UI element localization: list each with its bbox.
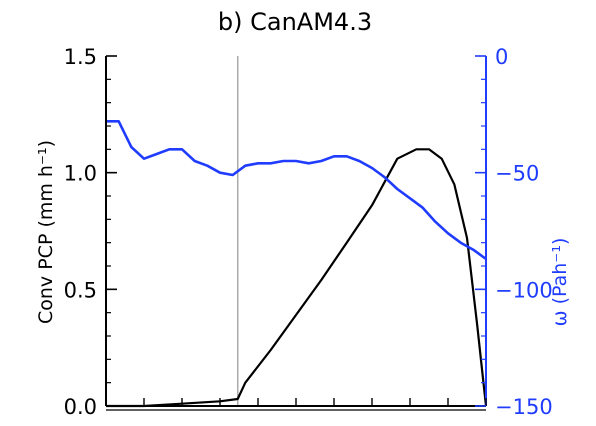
conv-pcp-series-line [106, 148, 488, 408]
right-tick-label: −50 [495, 162, 539, 186]
left-tick-label: 0.0 [64, 395, 97, 419]
left-tick-label: 1.5 [64, 45, 97, 69]
chart-title: b) CanAM4.3 [218, 8, 372, 36]
left-tick-label: 1.0 [64, 162, 97, 186]
right-tick-label: −100 [495, 278, 553, 302]
right-tick-label: 0 [495, 45, 508, 69]
right-axis-label: ω (Pah⁻¹) [549, 238, 571, 327]
left-axis-label: Conv PCP (mm h⁻¹) [35, 140, 57, 324]
series-group [106, 120, 488, 408]
left-tick-label: 0.5 [64, 278, 97, 302]
axes-group: 0.0 0.5 1.0 1.5 −150 −100 −50 0 [64, 45, 553, 419]
omega-series-line [106, 120, 487, 261]
right-tick-label: −150 [495, 395, 553, 419]
